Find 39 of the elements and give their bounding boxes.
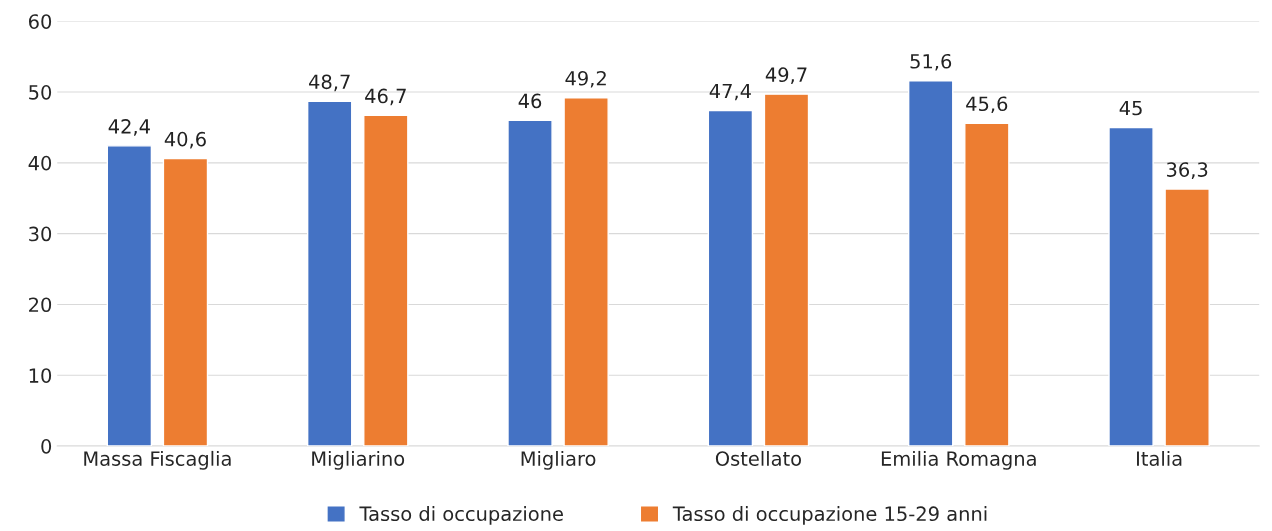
data-label: 45 <box>1119 100 1142 116</box>
bar <box>1108 126 1154 447</box>
data-label: 49,7 <box>765 67 807 85</box>
y-tick-label: 10 <box>29 368 52 383</box>
data-label: 48,7 <box>309 74 350 92</box>
data-label: 46 <box>518 93 542 109</box>
data-label: 45,6 <box>966 96 1008 114</box>
y-tick-label: 40 <box>28 155 52 171</box>
bar <box>763 93 810 447</box>
bar <box>363 114 409 447</box>
bar <box>106 145 153 447</box>
bar <box>507 119 553 447</box>
y-tick-label: 60 <box>28 14 52 29</box>
x-tick-label: Migliarino <box>312 450 405 470</box>
bar <box>162 157 209 447</box>
data-label: 40,6 <box>164 131 206 149</box>
x-tick-label: Emilia Romagna <box>881 450 1036 470</box>
data-label: 49,2 <box>565 70 606 88</box>
x-tick-label: Migliaro <box>521 450 596 470</box>
legend-label: Tasso di occupazione 15-29 anni <box>672 506 987 525</box>
data-label: 36,3 <box>1166 162 1208 179</box>
y-tick-label: 30 <box>29 226 52 242</box>
y-tick-label: 0 <box>41 439 52 454</box>
bar <box>907 80 954 447</box>
legend-label: Tasso di occupazione <box>359 506 563 525</box>
bar <box>563 97 609 447</box>
x-tick-label: Ostellato <box>715 450 801 466</box>
y-tick-label: 20 <box>29 297 52 313</box>
x-tick-label: Massa Fiscaglia <box>84 450 231 470</box>
x-tick-label: Italia <box>1137 450 1182 466</box>
bar <box>306 100 353 447</box>
data-label: 42,4 <box>108 119 150 136</box>
data-label: 47,4 <box>709 83 751 101</box>
y-tick-label: 50 <box>29 85 52 100</box>
bar <box>964 122 1010 447</box>
data-label: 46,7 <box>365 88 406 106</box>
bar <box>707 109 754 447</box>
bar <box>1164 188 1210 447</box>
data-label: 51,6 <box>910 53 952 71</box>
